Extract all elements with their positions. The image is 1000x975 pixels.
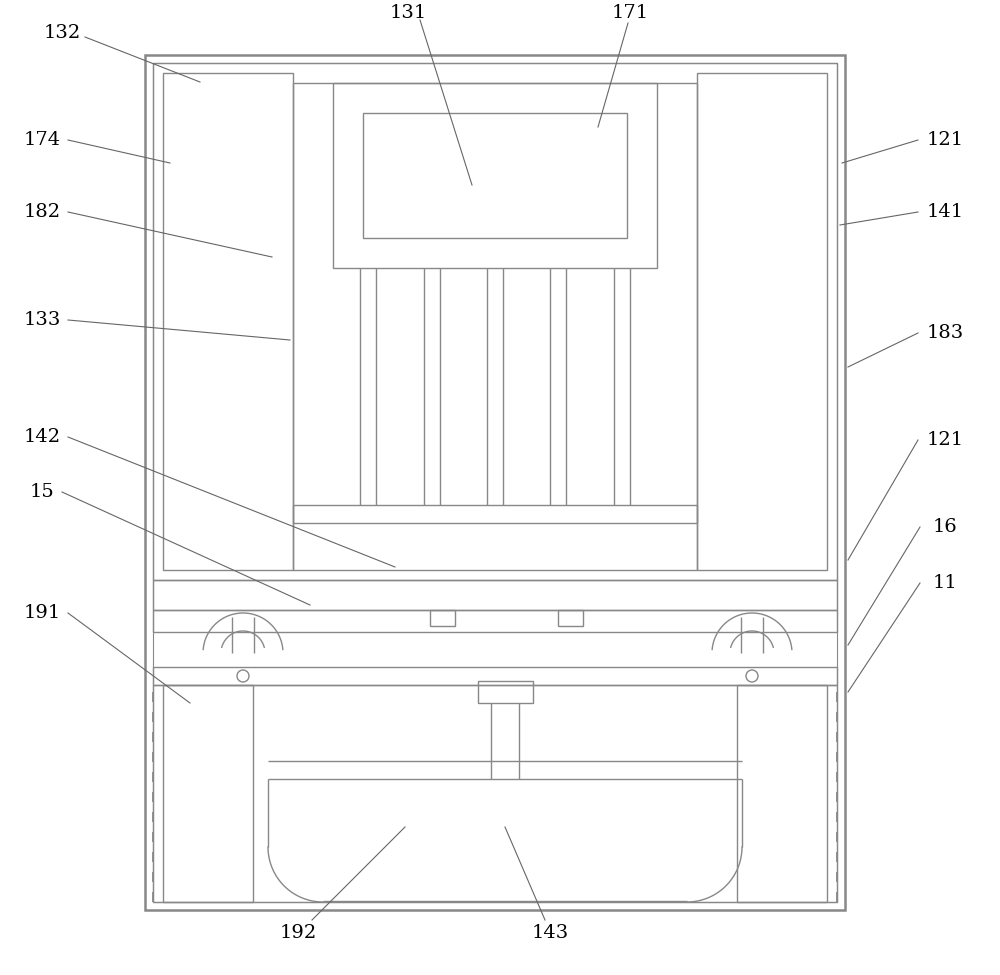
Text: 121: 121 bbox=[926, 131, 964, 149]
Text: 133: 133 bbox=[23, 311, 61, 329]
Bar bbox=[293, 505, 697, 523]
Text: 15: 15 bbox=[30, 483, 54, 501]
Text: 131: 131 bbox=[389, 4, 427, 22]
Bar bbox=[153, 580, 837, 610]
Text: 16: 16 bbox=[933, 518, 957, 536]
Text: 174: 174 bbox=[23, 131, 61, 149]
Bar bbox=[697, 73, 827, 570]
Text: 142: 142 bbox=[23, 428, 61, 446]
Bar bbox=[737, 685, 827, 902]
Bar bbox=[153, 63, 837, 580]
Text: 182: 182 bbox=[23, 203, 61, 221]
Text: 121: 121 bbox=[926, 431, 964, 449]
Bar bbox=[363, 113, 627, 238]
Text: 171: 171 bbox=[611, 4, 649, 22]
Bar bbox=[293, 83, 697, 570]
Text: 192: 192 bbox=[279, 924, 317, 942]
Bar bbox=[163, 685, 253, 902]
Text: 183: 183 bbox=[926, 324, 964, 342]
Text: 132: 132 bbox=[43, 24, 81, 42]
Bar bbox=[163, 73, 293, 570]
Bar bbox=[430, 610, 455, 626]
Bar bbox=[153, 610, 837, 632]
Text: 141: 141 bbox=[926, 203, 964, 221]
Text: 191: 191 bbox=[23, 604, 61, 622]
Bar bbox=[478, 681, 532, 703]
Bar bbox=[558, 610, 583, 626]
Bar bbox=[153, 667, 837, 685]
Bar bbox=[153, 685, 837, 902]
Bar bbox=[153, 63, 837, 902]
Bar bbox=[145, 55, 845, 910]
Text: 143: 143 bbox=[531, 924, 569, 942]
Text: 11: 11 bbox=[933, 574, 957, 592]
Bar bbox=[333, 83, 657, 268]
